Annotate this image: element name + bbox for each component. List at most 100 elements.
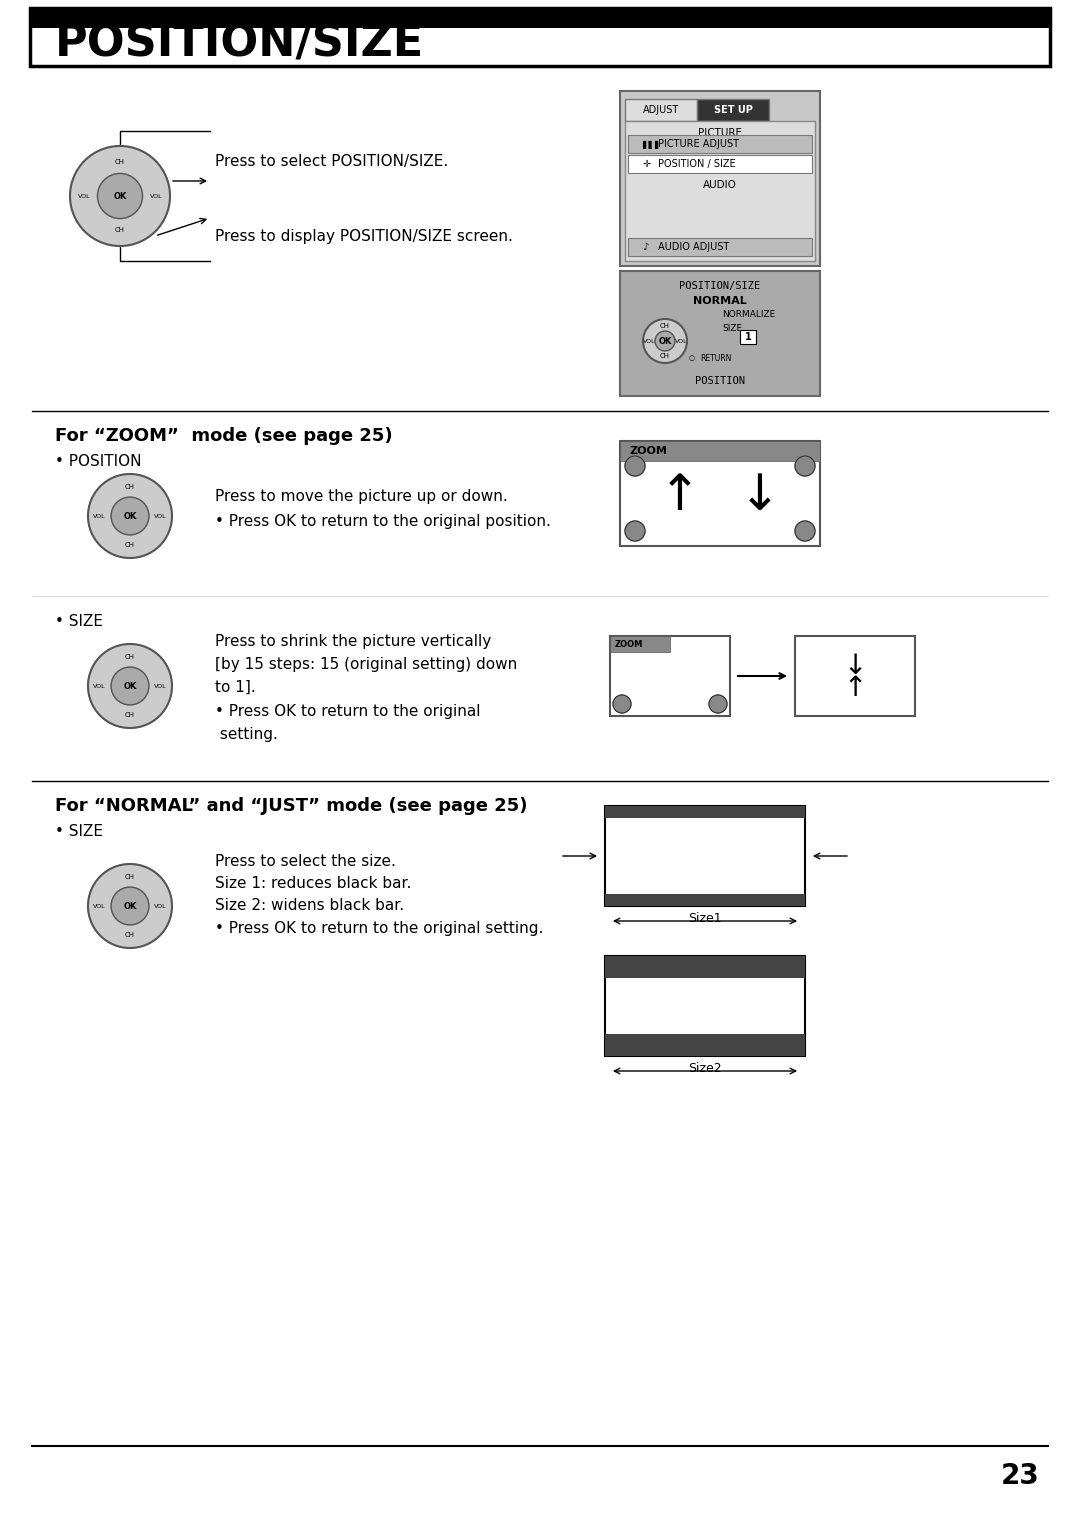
Text: 23: 23 bbox=[1001, 1462, 1039, 1489]
Text: CH: CH bbox=[125, 484, 135, 490]
Text: setting.: setting. bbox=[215, 726, 278, 742]
Circle shape bbox=[795, 520, 815, 542]
Text: • Press OK to return to the original: • Press OK to return to the original bbox=[215, 703, 481, 719]
Circle shape bbox=[625, 456, 645, 476]
Text: Size2: Size2 bbox=[688, 1062, 721, 1074]
Text: VOL: VOL bbox=[154, 684, 166, 688]
FancyBboxPatch shape bbox=[620, 272, 820, 397]
FancyBboxPatch shape bbox=[620, 92, 820, 266]
Text: 1: 1 bbox=[744, 333, 752, 342]
Text: VOL: VOL bbox=[675, 339, 687, 343]
Text: • SIZE: • SIZE bbox=[55, 613, 103, 629]
Text: POSITION/SIZE: POSITION/SIZE bbox=[55, 23, 424, 66]
Text: • Press OK to return to the original position.: • Press OK to return to the original pos… bbox=[215, 514, 551, 528]
FancyBboxPatch shape bbox=[605, 955, 805, 1056]
Text: VOL: VOL bbox=[150, 194, 162, 198]
Text: POSITION / SIZE: POSITION / SIZE bbox=[658, 159, 735, 169]
Bar bbox=[610, 636, 670, 652]
FancyBboxPatch shape bbox=[610, 636, 730, 716]
Text: Press to select POSITION/SIZE.: Press to select POSITION/SIZE. bbox=[215, 154, 448, 168]
Circle shape bbox=[656, 331, 675, 351]
Text: • POSITION: • POSITION bbox=[55, 453, 141, 468]
Text: CH: CH bbox=[660, 353, 670, 359]
Circle shape bbox=[111, 887, 149, 925]
Text: CH: CH bbox=[125, 655, 135, 661]
Text: ♪: ♪ bbox=[642, 243, 648, 252]
Text: OK: OK bbox=[123, 511, 137, 520]
Bar bbox=[627, 156, 812, 172]
Bar bbox=[627, 238, 812, 256]
Text: VOL: VOL bbox=[94, 684, 106, 688]
Text: CH: CH bbox=[660, 324, 670, 330]
Text: ↑: ↑ bbox=[659, 472, 701, 520]
Text: ▌▌▌: ▌▌▌ bbox=[642, 139, 661, 148]
Circle shape bbox=[708, 694, 727, 713]
Circle shape bbox=[87, 644, 172, 728]
Text: ADJUST: ADJUST bbox=[643, 105, 679, 114]
Text: Size 1: reduces black bar.: Size 1: reduces black bar. bbox=[215, 876, 411, 891]
Circle shape bbox=[111, 667, 149, 705]
Text: CH: CH bbox=[125, 542, 135, 548]
Bar bbox=[697, 99, 769, 121]
Text: VOL: VOL bbox=[154, 903, 166, 908]
Bar bbox=[30, 8, 1050, 27]
Text: Press to select the size.: Press to select the size. bbox=[215, 853, 396, 868]
Circle shape bbox=[795, 456, 815, 476]
Text: For “NORMAL” and “JUST” mode (see page 25): For “NORMAL” and “JUST” mode (see page 2… bbox=[55, 797, 527, 815]
Text: Press to move the picture up or down.: Press to move the picture up or down. bbox=[215, 488, 508, 504]
Text: ○: ○ bbox=[689, 356, 696, 362]
Text: MENU: MENU bbox=[627, 101, 665, 111]
Text: VOL: VOL bbox=[643, 339, 656, 343]
Bar bbox=[605, 894, 805, 906]
Circle shape bbox=[97, 174, 143, 218]
Text: [by 15 steps: 15 (original setting) down: [by 15 steps: 15 (original setting) down bbox=[215, 656, 517, 671]
Bar bbox=[620, 441, 820, 461]
Text: VOL: VOL bbox=[78, 194, 91, 198]
Text: PICTURE ADJUST: PICTURE ADJUST bbox=[658, 139, 739, 150]
Text: Press to shrink the picture vertically: Press to shrink the picture vertically bbox=[215, 633, 491, 649]
Text: to 1].: to 1]. bbox=[215, 679, 256, 694]
Text: POSITION: POSITION bbox=[696, 375, 745, 386]
Circle shape bbox=[87, 864, 172, 948]
Text: OK: OK bbox=[123, 902, 137, 911]
FancyBboxPatch shape bbox=[605, 806, 805, 906]
Text: ↓: ↓ bbox=[739, 472, 781, 520]
Text: • Press OK to return to the original setting.: • Press OK to return to the original set… bbox=[215, 920, 543, 935]
Text: SIZE: SIZE bbox=[723, 324, 742, 333]
Text: Size 2: widens black bar.: Size 2: widens black bar. bbox=[215, 897, 404, 913]
Text: AUDIO: AUDIO bbox=[703, 180, 737, 191]
Text: SET UP: SET UP bbox=[714, 105, 753, 114]
Text: ZOOM: ZOOM bbox=[615, 639, 644, 649]
Circle shape bbox=[643, 319, 687, 363]
Text: PICTURE: PICTURE bbox=[698, 128, 742, 137]
Circle shape bbox=[625, 520, 645, 542]
Text: VOL: VOL bbox=[94, 903, 106, 908]
FancyBboxPatch shape bbox=[620, 441, 820, 546]
Bar bbox=[625, 99, 697, 121]
Text: CH: CH bbox=[125, 711, 135, 717]
Text: ↑: ↑ bbox=[843, 674, 866, 702]
Circle shape bbox=[70, 146, 170, 246]
Text: OK: OK bbox=[113, 191, 126, 200]
Text: For “ZOOM”  mode (see page 25): For “ZOOM” mode (see page 25) bbox=[55, 427, 393, 446]
Text: VOL: VOL bbox=[94, 514, 106, 519]
Text: ✛: ✛ bbox=[642, 159, 650, 169]
FancyBboxPatch shape bbox=[795, 636, 915, 716]
Circle shape bbox=[87, 475, 172, 559]
Text: Press to display POSITION/SIZE screen.: Press to display POSITION/SIZE screen. bbox=[215, 229, 513, 244]
Text: • SIZE: • SIZE bbox=[55, 824, 103, 838]
Text: AUDIO ADJUST: AUDIO ADJUST bbox=[658, 243, 729, 252]
FancyBboxPatch shape bbox=[30, 8, 1050, 66]
Text: Size1: Size1 bbox=[688, 911, 721, 925]
Text: POSITION/SIZE: POSITION/SIZE bbox=[679, 281, 760, 291]
Bar bbox=[605, 806, 805, 818]
Text: ZOOM: ZOOM bbox=[630, 446, 667, 456]
Bar bbox=[625, 121, 815, 261]
Text: NORMAL: NORMAL bbox=[693, 296, 747, 307]
Text: VOL: VOL bbox=[154, 514, 166, 519]
Circle shape bbox=[613, 694, 631, 713]
Bar bbox=[740, 330, 756, 343]
Text: RETURN: RETURN bbox=[700, 354, 731, 363]
Bar bbox=[605, 955, 805, 978]
Circle shape bbox=[111, 497, 149, 536]
